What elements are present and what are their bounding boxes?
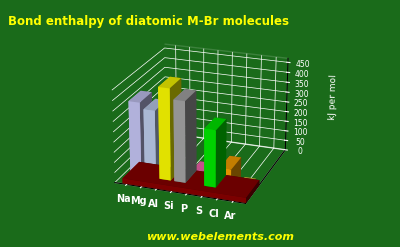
Text: www.webelements.com: www.webelements.com: [146, 232, 294, 242]
Text: Bond enthalpy of diatomic M-Br molecules: Bond enthalpy of diatomic M-Br molecules: [8, 15, 289, 28]
